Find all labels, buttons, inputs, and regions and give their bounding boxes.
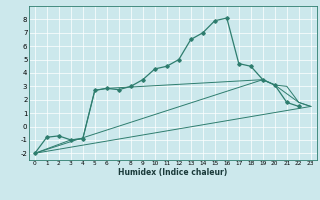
X-axis label: Humidex (Indice chaleur): Humidex (Indice chaleur) xyxy=(118,168,228,177)
